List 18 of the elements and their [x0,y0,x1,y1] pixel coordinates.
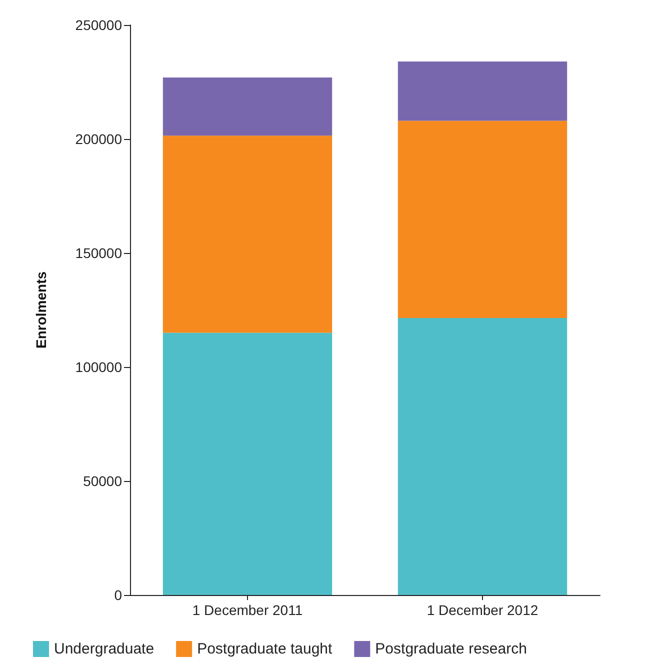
y-tick-label: 0 [114,587,122,603]
bar [398,120,568,318]
bar [398,61,568,121]
bar [162,136,332,333]
y-tick-label: 250000 [75,17,122,33]
legend-label: Postgraduate taught [197,640,334,658]
legend-label: Undergraduate [54,640,154,658]
legend-label: Postgraduate research [375,640,527,658]
y-tick-label: 200000 [75,131,122,147]
y-tick-label: 50000 [83,473,122,489]
y-tick-label: 150000 [75,245,122,261]
y-axis-title: Enrolments [33,271,49,349]
y-tick-label: 100000 [75,359,122,375]
bar [162,77,332,136]
x-tick-label: 1 December 2012 [426,602,538,618]
bar [162,332,332,595]
x-tick-label: 1 December 2011 [192,602,303,618]
bar [398,318,568,595]
